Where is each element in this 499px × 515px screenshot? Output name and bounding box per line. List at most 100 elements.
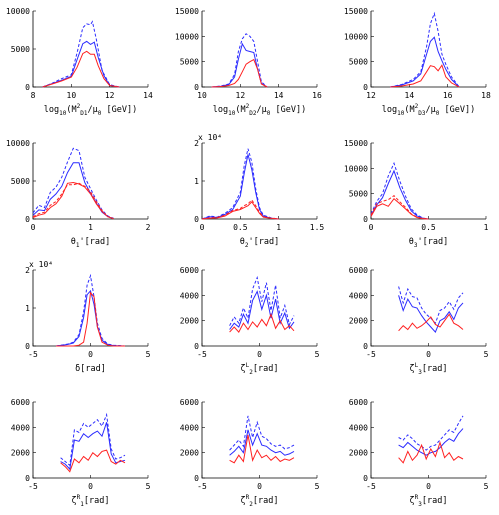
x-tick-label: 2 (146, 223, 151, 232)
series-blue-dashed-line (229, 415, 295, 451)
x-axis-label: δ[rad] (75, 364, 106, 374)
y-tick-label: 15000 (344, 7, 368, 16)
x-tick-label: 5 (146, 482, 151, 491)
panel-6: 0 5000 10000 15000 0 0.5 1 θ3'[rad] (344, 139, 489, 249)
y-tick-label: 2 (194, 139, 199, 148)
y-tick-label: 6000 (180, 266, 199, 275)
axes-frame (32, 270, 148, 347)
x-tick-label: 8 (31, 91, 36, 100)
series-red-solid-line (398, 440, 464, 464)
y-tick-label: 4000 (349, 423, 368, 432)
x-tick-label: 14 (405, 91, 415, 100)
x-axis-label: ζR3[rad] (410, 494, 448, 508)
x-tick-label: -5 (197, 482, 207, 491)
x-tick-label: 0.5 (233, 223, 248, 232)
x-tick-label: 12 (105, 91, 115, 100)
series-blue-dashed-line (42, 20, 120, 88)
panel-1: 0 5000 10000 8 10 12 14 log10(M2D1/μ0 [GeV]) (6, 7, 153, 117)
y-tick-label: 0 (194, 474, 199, 483)
y-tick-label: 6000 (180, 398, 199, 407)
series-blue-solid-line (390, 36, 460, 88)
y-tick-label: 0 (194, 215, 199, 224)
series-red-solid-line (211, 58, 268, 88)
x-axis-label: log10(M2D3/μ0 [GeV]) (382, 103, 475, 117)
x-tick-label: 16 (443, 91, 453, 100)
x-tick-label: 0 (200, 223, 205, 232)
x-tick-label: 0 (257, 350, 262, 359)
x-tick-label: 14 (143, 91, 153, 100)
x-tick-label: 5 (484, 482, 489, 491)
series-red-solid-line (32, 181, 114, 220)
y-tick-label: 2 (25, 266, 30, 275)
y-tick-label: 0 (194, 83, 199, 92)
series-red-solid-line (60, 449, 126, 473)
x-tick-label: 0 (257, 482, 262, 491)
series-blue-dashed-line (229, 275, 295, 326)
axes-frame (201, 270, 317, 347)
x-tick-label: 0 (88, 482, 93, 491)
x-tick-label: 16 (312, 91, 322, 100)
series-blue-solid-line (398, 295, 464, 334)
x-axis-label: ζL2[rad] (241, 362, 279, 376)
panel-5: 0 1 2 0 0.5 1 1.5 x 10⁴ θ2'[rad] (194, 133, 324, 249)
x-tick-label: 1 (88, 223, 93, 232)
x-axis-label: log10(M2D1/μ0 [GeV]) (44, 103, 137, 117)
x-tick-label: 0 (88, 350, 93, 359)
series-blue-solid-line (229, 290, 295, 330)
series-blue-solid-line (55, 289, 126, 347)
x-tick-label: 0 (426, 482, 431, 491)
y-tick-label: 10000 (175, 32, 199, 41)
y-tick-label: 5000 (180, 58, 199, 67)
x-tick-label: 12 (236, 91, 246, 100)
x-tick-label: 5 (484, 350, 489, 359)
y-tick-label: 5000 (11, 177, 30, 186)
series-blue-solid-line (370, 169, 429, 220)
x-tick-label: -5 (366, 482, 376, 491)
series-blue-dashed-line (390, 11, 460, 88)
y-tick-label: 10000 (344, 164, 368, 173)
x-tick-label: 18 (481, 91, 491, 100)
series-blue-dashed-line (211, 33, 268, 88)
x-axis-label: θ2'[rad] (240, 237, 279, 249)
axes-frame (32, 402, 148, 479)
series-red-solid-line (229, 434, 295, 464)
y-tick-label: 0 (25, 83, 30, 92)
x-tick-label: 0 (369, 223, 374, 232)
y-tick-label: 5000 (11, 45, 30, 54)
y-tick-label: 0 (363, 342, 368, 351)
axes-frame (370, 402, 486, 479)
y-tick-label: 10000 (6, 139, 30, 148)
y-tick-label: 0 (194, 342, 199, 351)
x-tick-label: 1 (276, 223, 281, 232)
y-tick-label: 15000 (175, 7, 199, 16)
y-tick-label: 0 (25, 474, 30, 483)
panel-3: 0 5000 10000 15000 12 14 16 18 log10(M2D3/μ0 [Ge… (344, 7, 491, 117)
y-tick-label: 2000 (180, 449, 199, 458)
y-tick-label: 2000 (180, 317, 199, 326)
series-blue-dashed-line (55, 273, 126, 347)
x-axis-label: ζL3[rad] (410, 362, 448, 376)
x-axis-label: log10(M2D2/μ0 [GeV]) (213, 103, 306, 117)
series-red-dashed-line (32, 182, 114, 220)
x-tick-label: 10 (197, 91, 207, 100)
x-tick-label: 5 (315, 350, 320, 359)
x-axis-label: ζR1[rad] (72, 494, 110, 508)
series-red-solid-line (398, 313, 464, 332)
y-tick-label: 2000 (349, 449, 368, 458)
x-tick-label: 5 (315, 482, 320, 491)
y-tick-label: 0 (363, 474, 368, 483)
y-tick-label: 6000 (11, 398, 30, 407)
axes-frame (32, 11, 148, 88)
y-tick-label: 6000 (349, 398, 368, 407)
y-tick-label: 0 (25, 342, 30, 351)
series-red-dashed-line (370, 195, 429, 220)
x-tick-label: -5 (28, 350, 38, 359)
series-red-solid-line (42, 50, 120, 88)
x-tick-label: 1.5 (310, 223, 325, 232)
y-tick-label: 4000 (11, 423, 30, 432)
